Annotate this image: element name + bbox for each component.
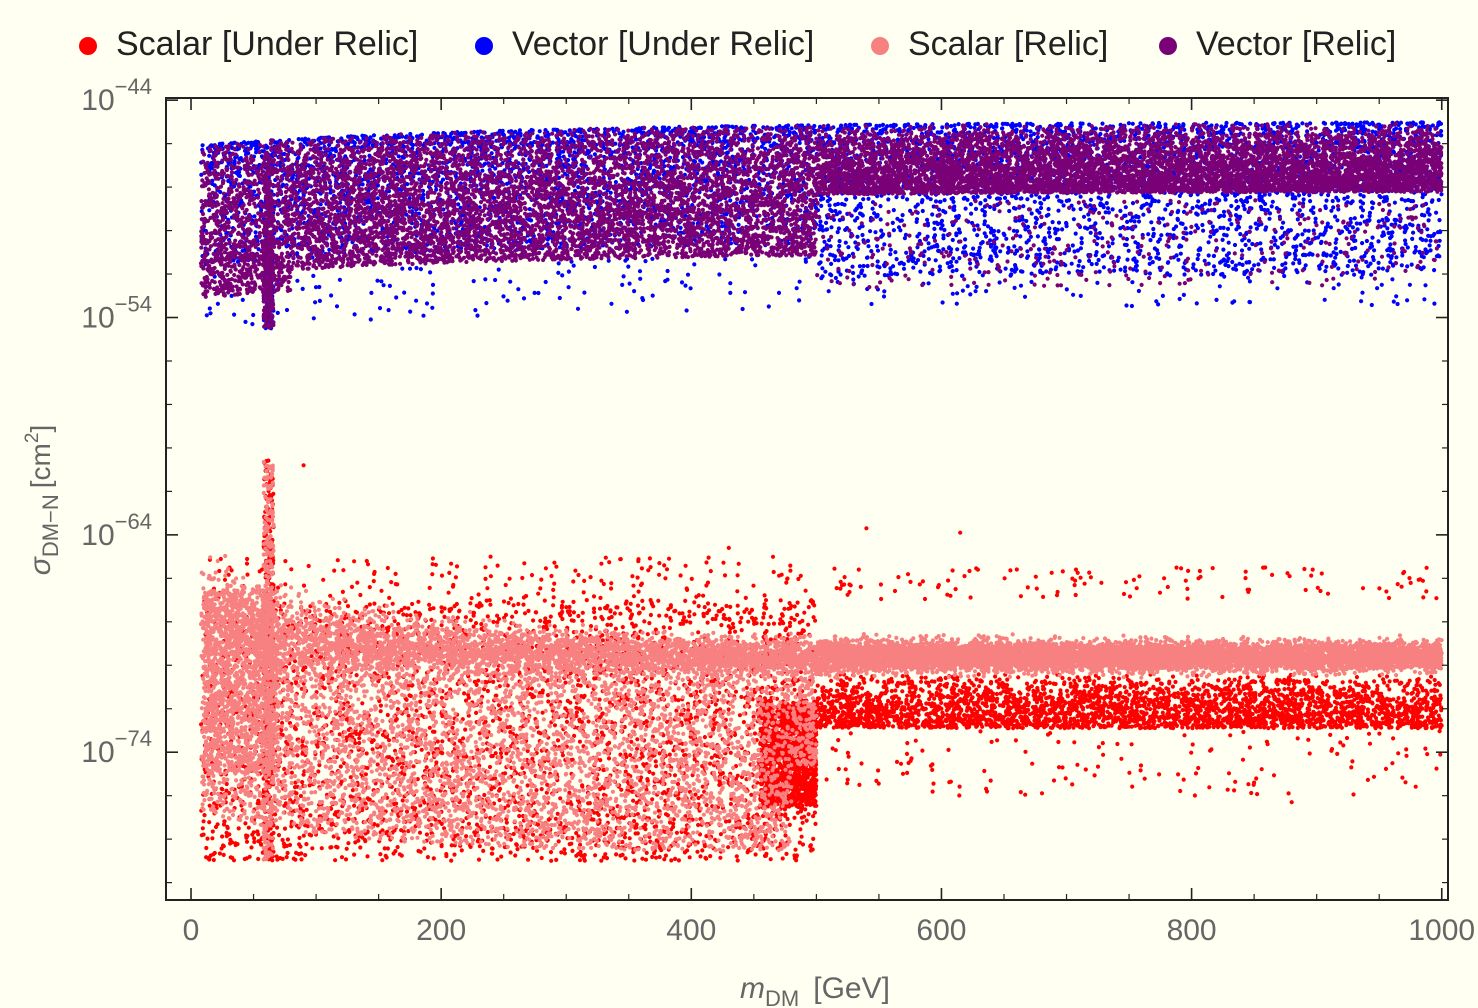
x-tick-label: 0 [183, 914, 200, 947]
y-tick-base: 10 [81, 519, 114, 552]
y-axis-title: σDM−N [cm2] [22, 425, 63, 576]
legend-label: Scalar [Under Relic] [116, 25, 418, 63]
legend-item: Vector [Under Relic] [475, 25, 814, 63]
y-tick-exponent: −54 [115, 292, 152, 317]
y-tick-base: 10 [81, 302, 114, 335]
y-axis-subscript: DM−N [38, 494, 63, 557]
x-tick-label: 400 [666, 914, 716, 947]
y-axis-unit: [cm [25, 443, 56, 488]
y-tick-label: 10−74 [81, 726, 152, 769]
y-tick-base: 10 [81, 84, 114, 117]
x-axis-subscript: DM [765, 986, 799, 1008]
x-tick-label: 1000 [1408, 914, 1475, 947]
y-tick-label: 10−54 [81, 292, 152, 335]
legend-item: Vector [Relic] [1159, 25, 1396, 63]
legend-marker-icon [475, 37, 493, 55]
y-tick-label: 10−64 [81, 509, 152, 552]
series-points-3 [198, 459, 1444, 862]
x-axis-title: mDM [GeV] [740, 972, 890, 1008]
legend-label: Scalar [Relic] [908, 25, 1108, 63]
x-tick-label: 600 [916, 914, 966, 947]
legend-marker-icon [79, 37, 97, 55]
legend-item: Scalar [Under Relic] [79, 25, 418, 63]
legend-marker-icon [871, 37, 889, 55]
legend-label: Vector [Under Relic] [512, 25, 814, 63]
y-tick-base: 10 [81, 736, 114, 769]
legend-label: Vector [Relic] [1196, 25, 1396, 63]
plot-frame [165, 97, 1449, 901]
series-points-4 [198, 121, 1444, 330]
legend: Scalar [Under Relic] Vector [Under Relic]… [79, 25, 1396, 63]
data-points [198, 120, 1444, 863]
y-axis-unit-close: ] [25, 425, 56, 433]
y-axis-symbol: σ [24, 555, 57, 575]
axis-titles: mDM [GeV] σDM−N [cm2] [22, 425, 890, 1008]
y-tick-exponent: −74 [115, 726, 152, 751]
y-tick-exponent: −64 [115, 509, 152, 534]
x-axis-unit: [GeV] [813, 972, 890, 1005]
y-tick-label: 10−44 [81, 74, 152, 117]
legend-marker-icon [1159, 37, 1177, 55]
x-axis-symbol: m [740, 972, 765, 1005]
y-axis-unit-exponent: 2 [22, 433, 43, 444]
x-tick-label: 800 [1167, 914, 1217, 947]
y-tick-exponent: −44 [115, 74, 152, 99]
x-tick-label: 200 [416, 914, 466, 947]
legend-item: Scalar [Relic] [871, 25, 1108, 63]
